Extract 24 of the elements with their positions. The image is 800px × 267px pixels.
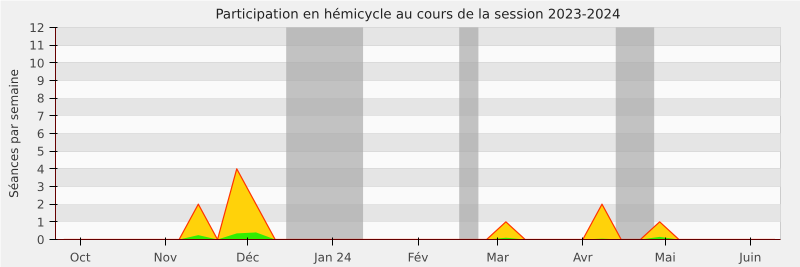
x-tick-label: Jan 24 [313,250,352,264]
y-tick-label: 12 [29,21,45,35]
x-tick-label: Mai [654,250,676,264]
y-tick-label: 0 [36,233,45,247]
y-tick-label: 4 [36,162,45,176]
y-tick-label: 3 [36,180,45,194]
y-tick-label: 2 [36,198,45,212]
x-tick-label: Avr [573,250,593,264]
y-tick-label: 10 [29,56,45,70]
x-tick-label: Nov [154,250,178,264]
x-tick-label: Mar [486,250,510,264]
y-tick-label: 11 [29,38,45,53]
x-tick-label: Déc [236,250,260,264]
y-axis-title: Séances par semaine [7,69,22,198]
x-tick-label: Juin [738,250,762,264]
y-tick-label: 8 [36,92,45,106]
y-tick-label: 5 [36,144,45,159]
x-tick-label: Oct [70,250,91,264]
y-tick-label: 9 [36,74,45,88]
x-tick-label: Fév [408,250,428,264]
y-tick-label: 7 [36,109,45,124]
y-tick-label: 6 [36,127,45,141]
chart-title: Participation en hémicycle au cours de la session 2023-2024 [216,8,621,22]
y-tick-label: 1 [36,215,45,230]
